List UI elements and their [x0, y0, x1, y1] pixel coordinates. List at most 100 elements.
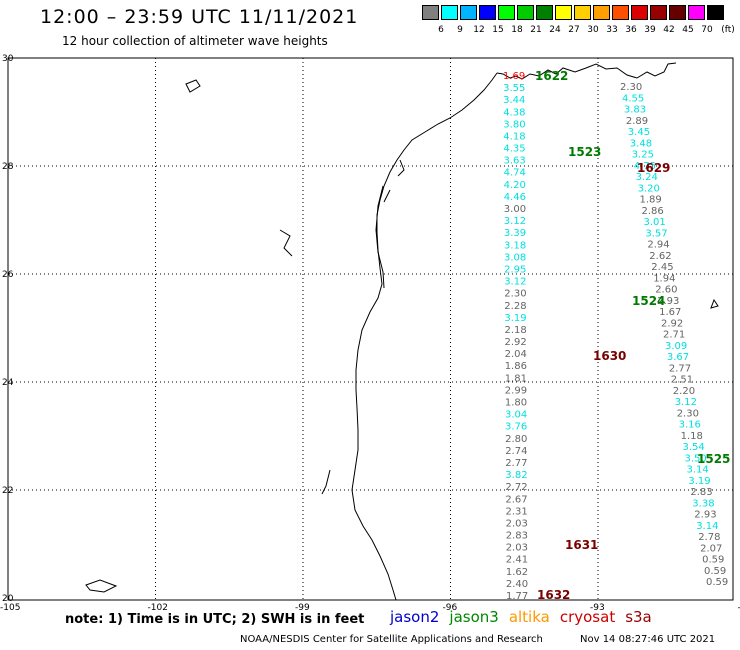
- pass-time-label: 1523: [568, 145, 601, 159]
- wave-height-value: 1.86: [505, 361, 527, 372]
- satellite-name: s3a: [625, 608, 652, 626]
- longitude-label: -102: [148, 603, 168, 613]
- pass-time-label: 1622: [535, 69, 568, 83]
- wave-height-value: 2.71: [663, 330, 685, 341]
- wave-height-value: 4.18: [503, 132, 525, 143]
- wave-height-value: 3.25: [632, 150, 654, 161]
- longitude-label: -93: [590, 603, 605, 613]
- wave-height-value: 4.46: [504, 192, 526, 203]
- wave-height-value: 2.40: [506, 579, 528, 590]
- pass-time-label: 1525: [697, 452, 730, 466]
- wave-height-value: 4.55: [622, 93, 644, 104]
- wave-height-value: 3.39: [504, 228, 526, 239]
- legend-swatch: [688, 5, 705, 20]
- wave-height-value: 1.62: [506, 567, 528, 578]
- wave-height-value: 3.12: [675, 397, 697, 408]
- wave-height-value: 2.89: [626, 116, 648, 127]
- wave-height-value: 3.63: [504, 156, 526, 167]
- island-south: [85, 579, 118, 593]
- wave-height-value: 2.92: [505, 337, 527, 348]
- wave-height-value: 1.77: [506, 591, 528, 602]
- legend-label: 9: [457, 25, 463, 35]
- wave-height-value: 0.59: [706, 577, 728, 588]
- wave-height-value: 3.38: [692, 498, 714, 509]
- river: [321, 469, 331, 495]
- wave-height-value: 3.24: [636, 172, 658, 183]
- wave-height-value: 3.08: [504, 252, 526, 263]
- wave-height-value: 1.94: [653, 273, 675, 284]
- longitude-label: -99: [295, 603, 310, 613]
- wave-height-value: 2.45: [651, 262, 673, 273]
- legend-swatch: [422, 5, 439, 20]
- wave-height-value: 3.83: [624, 105, 646, 116]
- lake: [279, 229, 293, 257]
- latitude-label: 30: [2, 54, 14, 64]
- legend-label: 6: [438, 25, 444, 35]
- altimeter-tracks: 1.693.553.444.383.80 4.184.353.634.744.20…: [503, 71, 728, 602]
- legend-label: 15: [492, 25, 504, 35]
- map-frame: [7, 57, 734, 601]
- wave-height-value: 2.77: [669, 363, 691, 374]
- coastline: [85, 62, 719, 601]
- wave-height-value: 3.01: [644, 217, 666, 228]
- wave-height-value: 4.20: [504, 180, 526, 191]
- wave-height-value: 1.67: [659, 307, 681, 318]
- wave-height-value: 2.83: [506, 531, 528, 542]
- wave-height-value: 2.62: [649, 251, 671, 262]
- legend-swatch: [650, 5, 667, 20]
- wave-height-value: 2.78: [698, 532, 720, 543]
- legend-swatch: [460, 5, 477, 20]
- wave-height-value: 2.93: [694, 510, 716, 521]
- wave-height-value: 3.12: [504, 277, 526, 288]
- wave-height-value: 3.04: [505, 410, 527, 421]
- wave-height-value: 3.18: [504, 240, 526, 251]
- wave-height-value: 2.83: [690, 487, 712, 498]
- bay-detail: [383, 159, 405, 203]
- wave-height-value: 2.07: [700, 543, 722, 554]
- wave-height-value: 3.19: [504, 313, 526, 324]
- pass-time-label: 1524: [632, 294, 665, 308]
- pass-time-label: 1629: [637, 161, 670, 175]
- wave-height-value: 1.89: [640, 195, 662, 206]
- legend-swatch: [517, 5, 534, 20]
- wave-height-value: 2.93: [657, 296, 679, 307]
- wave-height-value: 2.86: [642, 206, 664, 217]
- legend-swatch: [631, 5, 648, 20]
- wave-height-value: 1.18: [681, 431, 703, 442]
- legend-label: 45: [682, 25, 694, 35]
- wave-height-value: 3.50: [685, 453, 707, 464]
- wave-height-value: 2.03: [506, 543, 528, 554]
- wave-height-value: 2.74: [505, 446, 527, 457]
- time-labels: 1622 1523 1629 1524 1630 1525 1631 1632: [535, 69, 730, 602]
- wave-height-value: 2.28: [504, 301, 526, 312]
- wave-height-value: 3.12: [504, 216, 526, 227]
- wave-height-value: 3.57: [645, 228, 667, 239]
- wave-height-value: 2.51: [671, 375, 693, 386]
- wave-height-value: 3.00: [504, 204, 526, 215]
- latitude-label: 20: [2, 594, 14, 604]
- legend-swatch: [498, 5, 515, 20]
- satellite-legend: jason2 jason3 altika cryosat s3a: [390, 608, 662, 626]
- legend-label: 70: [701, 25, 713, 35]
- pass-time-label: 1630: [593, 349, 626, 363]
- wave-height-value: 3.80: [503, 119, 525, 130]
- legend-label: 30: [587, 25, 599, 35]
- wave-height-value: 3.14: [687, 465, 709, 476]
- wave-height-value: 3.44: [503, 95, 525, 106]
- wave-height-value: 1.80: [505, 398, 527, 409]
- wave-height-value: 3.82: [505, 470, 527, 481]
- legend-label: 39: [644, 25, 656, 35]
- longitude-label: -90: [738, 603, 740, 613]
- texas-coastline: [351, 72, 498, 601]
- wave-height-value: 1.69: [503, 71, 525, 82]
- wave-height-value: 2.72: [505, 482, 527, 493]
- wave-height-value: 2.94: [647, 240, 669, 251]
- wave-height-value: 2.30: [504, 289, 526, 300]
- graticule: 30 28 26 24 22 20-105 -102 -99 -96 -93 -90: [0, 54, 740, 613]
- credit-text: NOAA/NESDIS Center for Satellite Applica…: [240, 634, 543, 645]
- wave-height-value: 3.55: [503, 83, 525, 94]
- wave-height-value: 2.30: [620, 82, 642, 93]
- island-east: [710, 298, 719, 309]
- wave-height-value: 2.99: [505, 385, 527, 396]
